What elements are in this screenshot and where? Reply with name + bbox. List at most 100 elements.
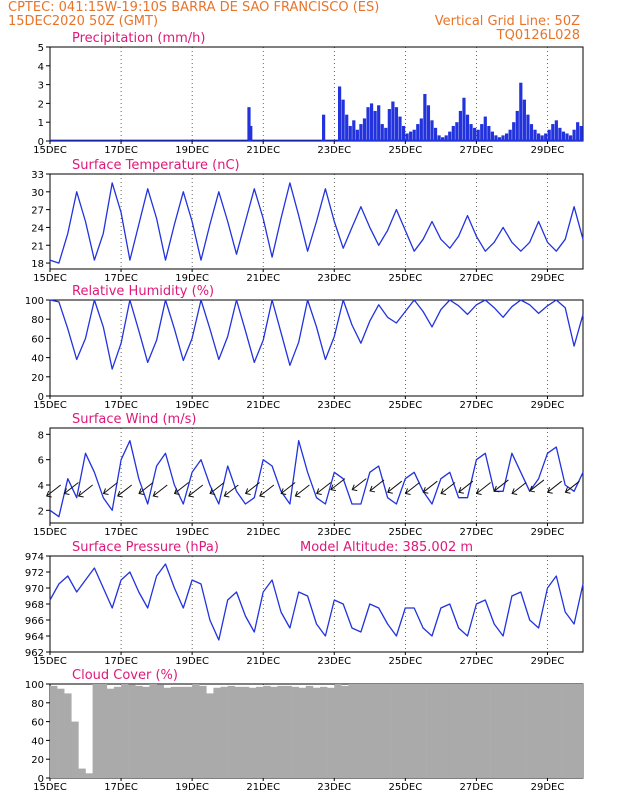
panel-1 [46,46,584,144]
cloud-bar [391,684,399,778]
cloud-bar [341,685,349,778]
wind-arrowhead [511,488,518,495]
y-tick-label: 4 [38,481,44,492]
wind-arrow [494,479,509,492]
cloud-bar [142,686,150,778]
panel-title: Relative Humidity (%) [72,284,214,299]
precip-bar [444,135,448,141]
wind-arrow [423,480,438,493]
cloud-bar [71,721,79,778]
y-tick-label: 966 [25,616,44,627]
x-tick-label: 23DEC [317,400,351,411]
cloud-bar [327,687,335,778]
precip-bar [544,133,548,141]
precip-bar [337,86,342,141]
cloud-bar [128,684,136,778]
precip-bar [355,129,359,141]
x-tick-label: 27DEC [460,782,494,793]
precip-bar [526,114,530,141]
x-tick-label: 21DEC [246,656,280,667]
wind-arrowhead [387,487,393,494]
panel-title: Surface Pressure (hPa) [72,540,219,555]
wind-arrow [138,482,154,494]
y-tick-label: 0 [38,392,44,403]
x-tick-label: 29DEC [531,145,565,156]
wind-arrow [188,484,204,497]
cloud-bar [184,686,193,778]
y-tick-label: 60 [31,718,44,729]
precip-bar [348,125,352,141]
wind-arrow [316,482,332,494]
panel-frame [49,299,584,397]
x-tick-label: 15DEC [33,782,67,793]
x-tick-label: 19DEC [175,656,209,667]
cloud-bar [412,684,420,778]
y-tick-label: 964 [25,632,44,643]
panel-6 [46,683,584,781]
cloud-bar [469,684,477,778]
cloud-bar [156,684,164,778]
x-tick-label: 19DEC [175,527,209,538]
y-tick-label: 100 [25,296,44,307]
precip-bar [533,129,537,141]
precip-bar [416,124,420,141]
precip-bar [391,101,395,141]
wind-arrowhead [223,490,230,498]
cloud-bar [547,684,555,778]
series-line [49,563,584,641]
y-tick-label: 974 [25,552,44,563]
cloud-bar [554,684,562,778]
wind-arrow [387,480,403,493]
precip-bar [362,118,367,141]
wind-arrow [245,482,260,494]
y-tick-label: 20 [31,755,44,766]
cloud-bar [248,687,257,778]
x-tick-label: 27DEC [460,145,494,156]
precip-bar [341,99,345,141]
y-tick-label: 27 [31,206,44,217]
cloud-bar [568,684,577,778]
precip-bar [547,129,551,141]
wind-arrowhead [458,487,464,494]
header-datetime: 15DEC2020 50Z (GMT) [8,14,159,29]
precip-bar [476,129,480,141]
y-tick-label: 3 [38,81,44,92]
cloud-bar [234,686,243,778]
wind-arrow [259,484,275,497]
x-tick-label: 15DEC [33,273,67,284]
series-line [49,440,584,518]
panel-5 [46,555,584,655]
wind-arrowhead [493,485,500,493]
y-tick-label: 0 [38,774,44,785]
x-tick-label: 23DEC [317,145,351,156]
y-tick-label: 20 [31,373,44,384]
cloud-bar [241,686,250,778]
wind-arrow [476,482,491,494]
cloud-bar [64,693,72,778]
x-tick-label: 23DEC [317,782,351,793]
precip-bar [505,133,509,141]
cloud-bar [561,684,570,778]
precip-bar [576,122,580,141]
cloud-bar [99,684,108,778]
precip-bar [441,137,445,141]
wind-arrow [565,480,580,493]
precip-bar [558,127,562,141]
y-tick-label: 972 [25,568,44,579]
cloud-bar [298,687,307,778]
wind-arrow [280,482,296,494]
wind-arrow [369,479,385,492]
wind-arrowhead [294,490,301,498]
x-tick-label: 25DEC [388,527,422,538]
wind-arrowhead [475,488,482,495]
cloud-bar [355,684,363,778]
cloud-bar [455,684,463,778]
series-line [49,182,584,264]
wind-arrow [295,484,310,497]
precip-bar [551,124,555,141]
cloud-bar [49,685,58,778]
panel-frame [49,46,584,142]
cloud-bar [170,686,179,778]
precip-bar [501,135,505,141]
y-tick-label: 968 [25,600,44,611]
